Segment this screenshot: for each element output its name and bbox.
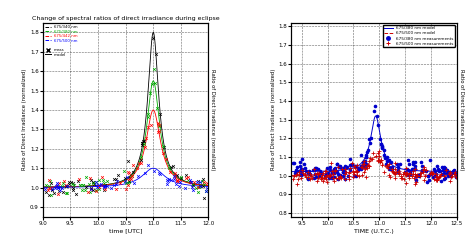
Y-axis label: Ratio of Direct Irradiance (normalized): Ratio of Direct Irradiance (normalized) (459, 69, 464, 170)
Title: Change of spectral ratios of direct irradiance during eclipse: Change of spectral ratios of direct irra… (32, 16, 219, 21)
Y-axis label: Ratio of Direct Irradiance (normalized): Ratio of Direct Irradiance (normalized) (22, 69, 27, 170)
Y-axis label: Ratio of Direct Irradiance (normalized): Ratio of Direct Irradiance (normalized) (271, 69, 276, 170)
Legend: 675/340 nm, 675/380 nm, 675/442 nm, 675/500 nm, , meas, model: 675/340 nm, 675/380 nm, 675/442 nm, 675/… (45, 25, 78, 57)
Legend: 675/380 nm model, 675/500 nm model, 675/380 nm measurements, 675/500 nm measurem: 675/380 nm model, 675/500 nm model, 675/… (383, 25, 455, 47)
Y-axis label: Ratio of Direct Irradiance (normalized): Ratio of Direct Irradiance (normalized) (210, 69, 216, 170)
X-axis label: TIME (U.T.C.): TIME (U.T.C.) (354, 229, 394, 234)
X-axis label: time [UTC]: time [UTC] (109, 229, 142, 234)
